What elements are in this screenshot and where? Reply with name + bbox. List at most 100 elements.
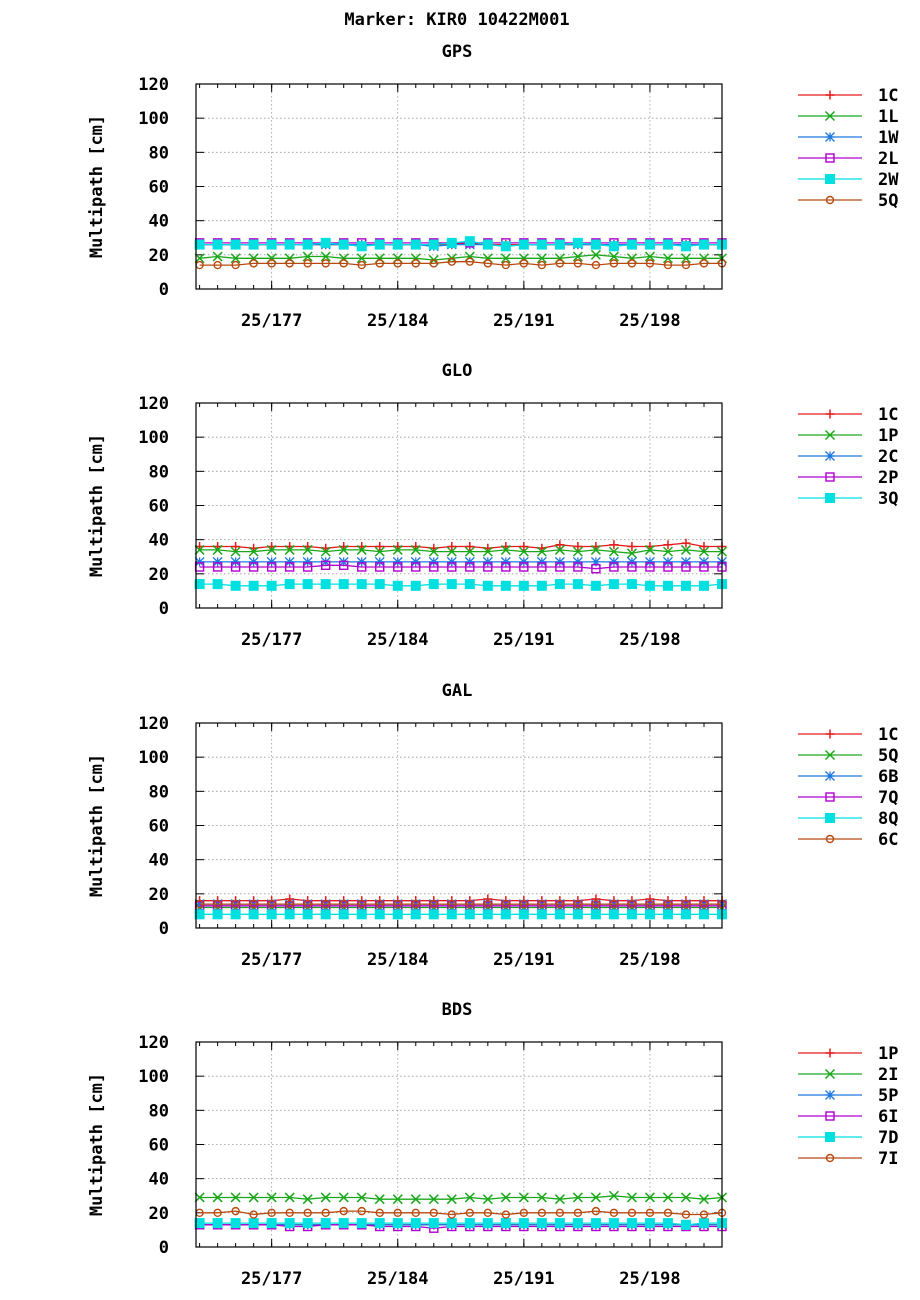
data-point-2P bbox=[411, 562, 421, 572]
y-tick-label: 100 bbox=[138, 1067, 169, 1087]
data-point-2P bbox=[609, 562, 619, 572]
data-point-2I bbox=[626, 1192, 637, 1203]
y-tick-label: 120 bbox=[138, 714, 169, 734]
data-point-6C bbox=[267, 899, 276, 909]
data-point-8Q bbox=[392, 909, 403, 920]
data-point-7I bbox=[213, 1208, 222, 1218]
legend-marker-6C bbox=[825, 834, 835, 844]
data-point-7D bbox=[482, 1218, 493, 1229]
data-point-7D bbox=[356, 1218, 367, 1229]
data-point-6C bbox=[663, 899, 673, 909]
y-tick-label: 0 bbox=[159, 919, 169, 939]
data-point-2W bbox=[644, 239, 655, 250]
x-tick-label: 25/191 bbox=[493, 1269, 554, 1289]
plot-frame bbox=[195, 83, 723, 290]
data-point-5Q bbox=[591, 260, 601, 270]
data-point-7D bbox=[212, 1218, 223, 1229]
y-tick-label: 40 bbox=[149, 1170, 169, 1190]
data-point-2C bbox=[518, 556, 529, 567]
data-point-2P bbox=[699, 562, 709, 572]
legend-label-1P: 1P bbox=[878, 1044, 898, 1064]
data-point-6C bbox=[375, 899, 384, 909]
data-point-3Q bbox=[644, 580, 655, 591]
y-tick-label: 60 bbox=[149, 1136, 169, 1156]
legend-label-1C: 1C bbox=[878, 86, 898, 106]
data-point-5Q bbox=[411, 259, 420, 268]
data-point-6C bbox=[465, 899, 475, 909]
y-tick-label: 20 bbox=[149, 885, 169, 905]
data-point-8Q bbox=[626, 909, 637, 920]
data-point-7D bbox=[464, 1218, 475, 1229]
data-point-1P bbox=[266, 544, 277, 555]
data-point-2P bbox=[519, 562, 529, 572]
y-tick-label: 80 bbox=[149, 462, 169, 482]
data-point-2W bbox=[608, 241, 619, 252]
data-point-1P bbox=[608, 546, 619, 557]
plot-frame bbox=[195, 1041, 723, 1248]
data-point-2I bbox=[266, 1192, 277, 1203]
data-point-7I bbox=[501, 1210, 511, 1219]
data-point-1L bbox=[608, 251, 619, 262]
data-point-2P bbox=[429, 562, 439, 572]
data-point-8Q bbox=[554, 909, 565, 920]
data-point-8Q bbox=[572, 909, 583, 920]
data-point-1P bbox=[356, 544, 367, 555]
data-point-8Q bbox=[248, 909, 259, 920]
data-point-2C bbox=[446, 556, 457, 567]
data-point-6C bbox=[213, 899, 222, 909]
legend-marker-6B bbox=[825, 771, 835, 781]
data-point-3Q bbox=[410, 580, 421, 591]
legend-marker-8Q bbox=[825, 813, 835, 823]
data-point-1C bbox=[573, 542, 583, 551]
data-point-7I bbox=[555, 1208, 565, 1218]
data-point-2W bbox=[392, 239, 403, 250]
data-point-5Q bbox=[681, 260, 691, 270]
data-point-3Q bbox=[338, 579, 349, 590]
data-point-2P bbox=[339, 560, 349, 570]
chart-panel-glo: GLO 0 20 40 60 80 100 120 25/177 25/184 25/191 25/1… bbox=[87, 361, 898, 650]
data-point-6C bbox=[537, 899, 547, 909]
x-tick-label: 25/177 bbox=[241, 1269, 302, 1289]
y-tick-label: 120 bbox=[138, 1033, 169, 1053]
series-line-1C bbox=[199, 898, 722, 902]
data-point-8Q bbox=[500, 909, 511, 920]
data-point-7D bbox=[626, 1218, 637, 1229]
data-point-7D bbox=[248, 1218, 259, 1229]
data-point-2I bbox=[374, 1194, 385, 1205]
data-point-2C bbox=[194, 556, 205, 567]
data-point-1P bbox=[536, 546, 547, 557]
data-point-2I bbox=[680, 1192, 692, 1203]
data-point-1C bbox=[555, 540, 565, 550]
series-line-3Q bbox=[199, 583, 723, 587]
data-point-5Q bbox=[249, 259, 258, 268]
data-point-6C bbox=[573, 899, 583, 909]
data-point-1P bbox=[698, 546, 710, 557]
y-tick-label: 20 bbox=[149, 1204, 169, 1224]
data-point-1P bbox=[230, 546, 241, 557]
data-point-7I bbox=[465, 1208, 475, 1218]
data-point-7D bbox=[428, 1218, 439, 1229]
data-point-7D bbox=[338, 1218, 349, 1229]
data-point-1P bbox=[644, 544, 655, 555]
data-point-1L bbox=[302, 251, 313, 262]
data-point-7I bbox=[267, 1208, 276, 1218]
legend-marker-2P bbox=[825, 472, 835, 482]
data-point-2C bbox=[482, 556, 493, 567]
data-point-2P bbox=[627, 562, 637, 572]
data-point-2W bbox=[338, 239, 349, 250]
data-point-8Q bbox=[662, 909, 673, 920]
legend-label-7Q: 7Q bbox=[878, 788, 898, 808]
data-point-5Q bbox=[483, 259, 493, 268]
data-point-2I bbox=[662, 1192, 673, 1203]
legend-label-7I: 7I bbox=[878, 1149, 898, 1169]
data-point-7D bbox=[698, 1218, 709, 1229]
data-point-1L bbox=[572, 251, 583, 262]
data-point-2C bbox=[536, 556, 547, 567]
legend-marker-2I bbox=[824, 1068, 836, 1080]
series-line-1P bbox=[199, 549, 722, 554]
data-point-1P bbox=[374, 546, 385, 557]
legend-label-2P: 2P bbox=[878, 468, 898, 488]
y-tick-label: 0 bbox=[159, 280, 169, 300]
data-point-1L bbox=[680, 253, 692, 264]
legend-marker-1C bbox=[825, 409, 835, 419]
